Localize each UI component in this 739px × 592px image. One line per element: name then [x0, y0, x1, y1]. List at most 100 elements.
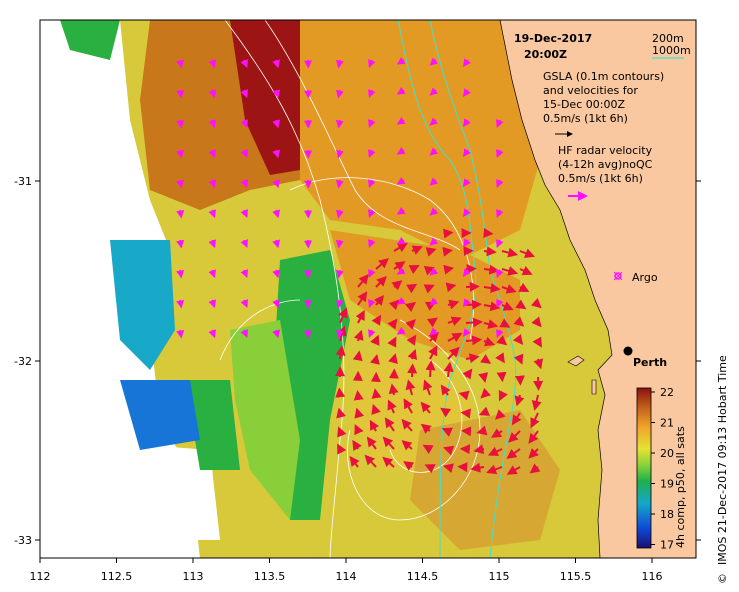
gsla-arrow: [396, 266, 406, 275]
date-label: 19-Dec-2017: [514, 32, 592, 45]
hf-arrow: [352, 350, 363, 362]
gsla-arrow: [176, 119, 185, 129]
gsla-arrow: [208, 119, 216, 129]
x-tick-label: 114.5: [407, 570, 439, 583]
hf-arrow: [382, 436, 395, 450]
y-tick-label: -33: [14, 534, 32, 547]
hf-arrow: [425, 247, 437, 257]
hf-arrow: [373, 294, 385, 306]
gsla-arrow: [368, 209, 376, 218]
gsla-arrow: [429, 207, 439, 216]
hf-arrow: [364, 454, 377, 468]
perth-label: Perth: [633, 356, 667, 369]
time-label: 20:00Z: [524, 48, 567, 61]
hf-arrow: [357, 273, 369, 288]
hf-arrow: [425, 360, 436, 378]
gsla-arrow: [176, 239, 185, 249]
gsla-arrow: [272, 149, 281, 159]
gsla-arrow: [240, 299, 248, 308]
map-plot: [40, 20, 696, 558]
hf-arrow: [440, 384, 451, 396]
gsla-arrow: [272, 179, 281, 189]
hf-arrow: [513, 334, 524, 345]
gsla-arrow: [176, 179, 185, 189]
hf-arrow: [443, 264, 455, 275]
bathy-200m-label: 200m: [652, 32, 684, 45]
hf-arrow: [501, 301, 514, 311]
hf-arrow: [401, 418, 413, 432]
gsla-date: 15-Dec 00:00Z: [543, 98, 625, 111]
gsla-arrow: [208, 179, 216, 189]
gsla-arrow: [368, 239, 376, 248]
hf-arrow: [336, 407, 346, 419]
hf-arrow: [370, 353, 380, 365]
hf-arrow: [428, 345, 438, 360]
gsla-arrow: [335, 59, 344, 69]
hf-arrow: [483, 246, 497, 257]
gsla-arrow: [429, 57, 439, 66]
hf-arrow: [338, 307, 348, 324]
garden-island: [591, 379, 597, 395]
hf-arrow: [384, 417, 395, 432]
x-tick-label: 112.5: [101, 570, 133, 583]
gsla-subtitle: and velocities for: [543, 84, 638, 97]
hf-arrow: [465, 335, 483, 346]
hf-arrow: [498, 390, 508, 402]
x-tick-label: 113: [183, 570, 204, 583]
hf-arrow: [495, 352, 505, 364]
hf-arrow: [371, 314, 382, 326]
hf-arrow: [494, 409, 506, 420]
hf-arrow: [486, 464, 503, 475]
gsla-arrow: [208, 89, 216, 99]
hf-arrow: [513, 353, 524, 365]
hf-arrow: [371, 403, 381, 415]
hf-arrow: [531, 316, 542, 328]
gsla-arrow: [368, 179, 376, 188]
gsla-arrow: [176, 329, 185, 339]
gsla-arrow: [272, 209, 281, 219]
hf-arrow: [491, 428, 503, 438]
gsla-arrow: [396, 206, 406, 215]
gsla-arrow: [335, 89, 344, 99]
hf-arrow: [515, 299, 527, 310]
x-axis: 112 112.5 113 113.5 114 114.5 115 115.5 116: [30, 558, 663, 583]
gsla-arrow: [429, 267, 439, 276]
gsla-arrow: [240, 59, 248, 68]
hf-arrow: [443, 445, 455, 456]
gsla-arrow: [208, 239, 216, 249]
hf-arrow: [476, 425, 488, 436]
hf-arrow: [530, 297, 542, 309]
hf-arrow: [499, 318, 511, 328]
colorbar-title: 4h comp, p50, all sats: [674, 426, 687, 548]
hf-title: HF radar velocity: [558, 144, 653, 157]
hf-arrow: [447, 346, 460, 360]
hf-arrow: [529, 463, 541, 474]
gsla-arrow: [240, 329, 248, 338]
bathy-1000m-label: 1000m: [652, 44, 691, 57]
colorbar-tick-label: 20: [660, 447, 674, 460]
hf-arrow: [426, 317, 438, 328]
gsla-arrow: [272, 239, 281, 249]
copyright-symbol: ©: [716, 573, 729, 584]
y-axis: -31 -32 -33: [14, 175, 701, 547]
hf-arrow: [447, 299, 460, 310]
hf-arrow: [465, 299, 483, 310]
gsla-arrow: [335, 329, 344, 339]
colorbar: [636, 387, 652, 549]
gsla-arrow: [462, 298, 471, 307]
gsla-arrow: [496, 179, 504, 188]
gsla-arrow: [368, 89, 376, 98]
gsla-arrow: [429, 237, 439, 246]
hf-arrow: [501, 284, 517, 294]
gsla-arrow: [240, 239, 248, 248]
hf-arrow: [473, 444, 485, 455]
hf-arrow: [483, 319, 499, 329]
hf-arrow: [375, 258, 389, 270]
gsla-arrow: [335, 179, 344, 189]
hf-arrow: [352, 439, 362, 452]
hf-arrow: [393, 242, 408, 253]
gsla-arrow: [240, 269, 248, 278]
hf-arrow: [442, 246, 453, 257]
hf-arrow: [422, 444, 434, 455]
hf-arrow: [406, 334, 417, 346]
